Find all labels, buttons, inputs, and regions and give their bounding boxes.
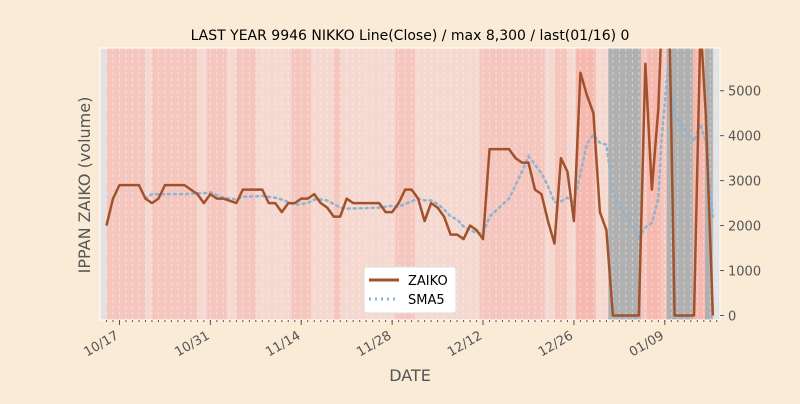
y-tick-label: 2000 bbox=[728, 220, 761, 235]
background-band bbox=[595, 48, 609, 320]
chart-title: LAST YEAR 9946 NIKKO Line(Close) / max 8… bbox=[191, 28, 630, 44]
background-band bbox=[310, 48, 335, 320]
background-band bbox=[291, 48, 312, 320]
background-band bbox=[567, 48, 577, 320]
background-band bbox=[226, 48, 237, 320]
background-band bbox=[145, 48, 153, 320]
background-band bbox=[236, 48, 257, 320]
y-axis: 0 1000 2000 3000 4000 5000 bbox=[720, 85, 761, 325]
y-tick-label: 4000 bbox=[728, 130, 761, 145]
y-tick-label: 5000 bbox=[728, 85, 761, 100]
zaiko-line bbox=[105, 48, 715, 317]
sma5-line bbox=[144, 65, 715, 240]
legend-label-sma5: SMA5 bbox=[408, 293, 445, 308]
x-tick-label: 11/28 bbox=[354, 328, 394, 360]
background-band bbox=[100, 48, 107, 320]
background-band bbox=[479, 48, 546, 320]
x-axis: 10/17 10/31 11/14 11/28 12/12 12/26 01/09 bbox=[82, 320, 718, 360]
background-band bbox=[333, 48, 341, 320]
background-band bbox=[395, 48, 416, 320]
x-tick-label: 01/09 bbox=[627, 328, 667, 360]
background-band bbox=[712, 48, 720, 320]
background-band bbox=[554, 48, 568, 320]
x-tick-label: 10/17 bbox=[82, 328, 122, 360]
x-tick-label: 11/14 bbox=[263, 328, 303, 360]
x-tick-label: 12/12 bbox=[445, 328, 485, 360]
background-band bbox=[255, 48, 293, 320]
background-band bbox=[575, 48, 596, 320]
x-tick-label: 10/31 bbox=[172, 328, 212, 360]
background-band bbox=[197, 48, 208, 320]
series-lines bbox=[105, 48, 715, 317]
legend: ZAIKO SMA5 bbox=[363, 266, 457, 314]
y-tick-label: 0 bbox=[728, 310, 736, 325]
y-axis-label: IPPAN ZAIKO (volume) bbox=[75, 97, 94, 274]
background-band bbox=[640, 48, 648, 320]
background-band bbox=[207, 48, 228, 320]
background-band bbox=[608, 48, 642, 320]
x-axis-label: DATE bbox=[389, 366, 431, 385]
background-band bbox=[544, 48, 555, 320]
legend-label-zaiko: ZAIKO bbox=[408, 274, 448, 289]
plot-frame bbox=[99, 47, 721, 321]
background-band bbox=[660, 48, 668, 320]
y-tick-label: 1000 bbox=[728, 265, 761, 280]
y-tick-label: 3000 bbox=[728, 175, 761, 190]
x-tick-label: 12/26 bbox=[536, 328, 576, 360]
